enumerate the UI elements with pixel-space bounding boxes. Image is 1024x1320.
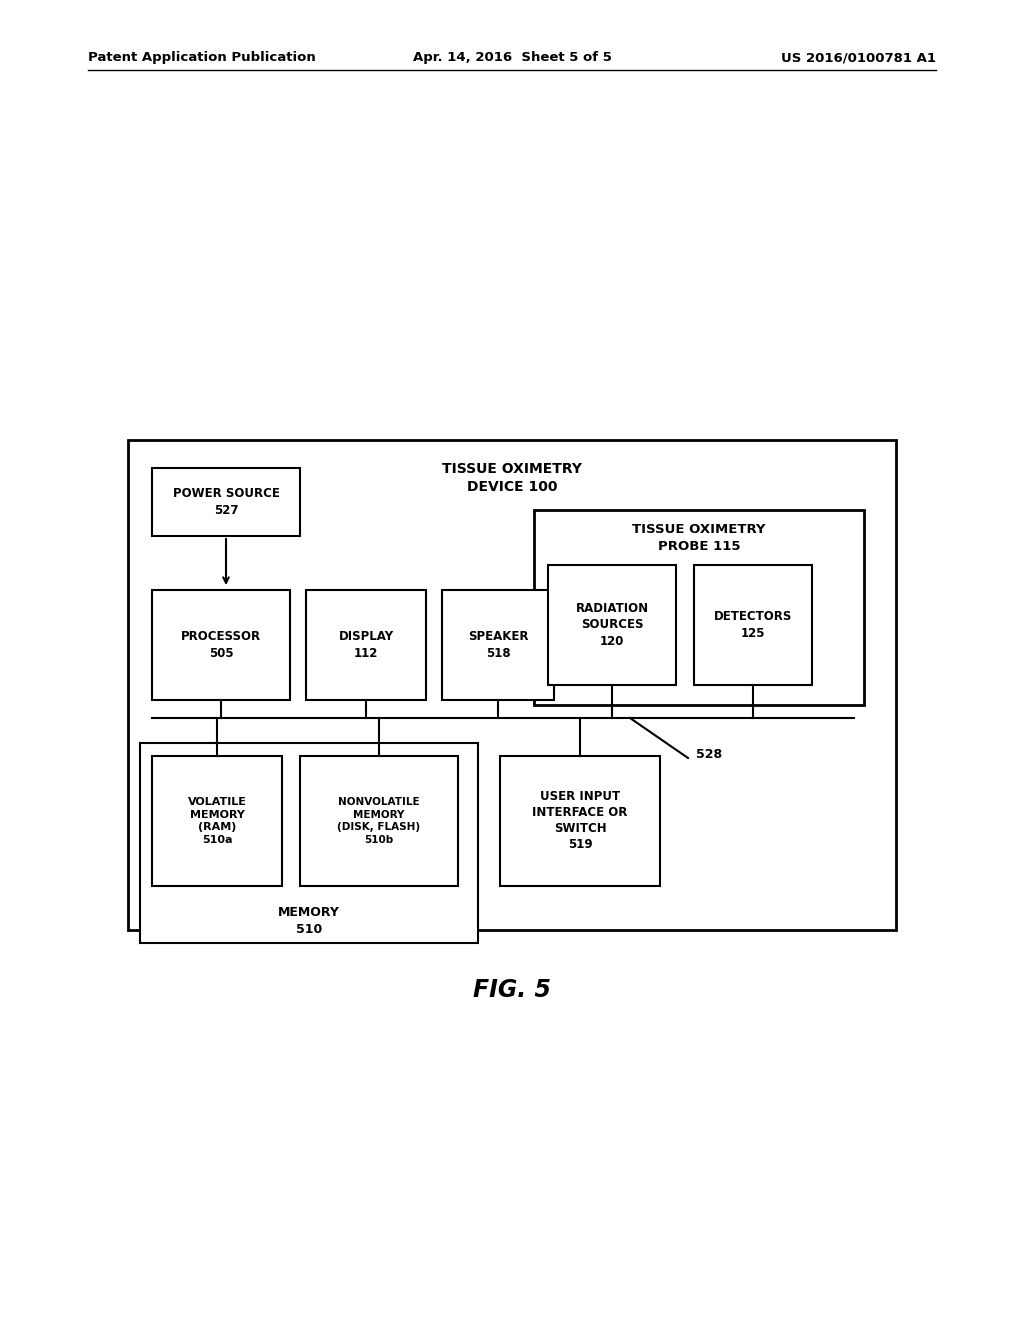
Text: 528: 528 (696, 747, 722, 760)
Text: FIG. 5: FIG. 5 (473, 978, 551, 1002)
Bar (152, 469, 300, 536)
Bar (548, 565, 676, 685)
Text: TISSUE OXIMETRY
DEVICE 100: TISSUE OXIMETRY DEVICE 100 (442, 462, 582, 494)
Text: TISSUE OXIMETRY
PROBE 115: TISSUE OXIMETRY PROBE 115 (632, 523, 766, 553)
Text: VOLATILE
MEMORY
(RAM)
510a: VOLATILE MEMORY (RAM) 510a (187, 797, 247, 845)
Bar (442, 590, 554, 700)
Bar (140, 743, 478, 942)
Bar (694, 565, 812, 685)
Bar (128, 440, 896, 931)
Text: POWER SOURCE
527: POWER SOURCE 527 (173, 487, 280, 516)
Text: DISPLAY
112: DISPLAY 112 (339, 630, 393, 660)
Text: PROCESSOR
505: PROCESSOR 505 (181, 630, 261, 660)
Text: US 2016/0100781 A1: US 2016/0100781 A1 (781, 51, 936, 65)
Bar (152, 590, 290, 700)
Text: NONVOLATILE
MEMORY
(DISK, FLASH)
510b: NONVOLATILE MEMORY (DISK, FLASH) 510b (338, 797, 421, 845)
Bar (500, 756, 660, 886)
Text: Apr. 14, 2016  Sheet 5 of 5: Apr. 14, 2016 Sheet 5 of 5 (413, 51, 611, 65)
Text: SPEAKER
518: SPEAKER 518 (468, 630, 528, 660)
Bar (300, 756, 458, 886)
Text: Patent Application Publication: Patent Application Publication (88, 51, 315, 65)
Text: RADIATION
SOURCES
120: RADIATION SOURCES 120 (575, 602, 648, 648)
Text: DETECTORS
125: DETECTORS 125 (714, 610, 793, 640)
Bar (534, 510, 864, 705)
Bar (306, 590, 426, 700)
Text: USER INPUT
INTERFACE OR
SWITCH
519: USER INPUT INTERFACE OR SWITCH 519 (532, 791, 628, 851)
Bar (152, 756, 282, 886)
Text: MEMORY
510: MEMORY 510 (279, 907, 340, 936)
